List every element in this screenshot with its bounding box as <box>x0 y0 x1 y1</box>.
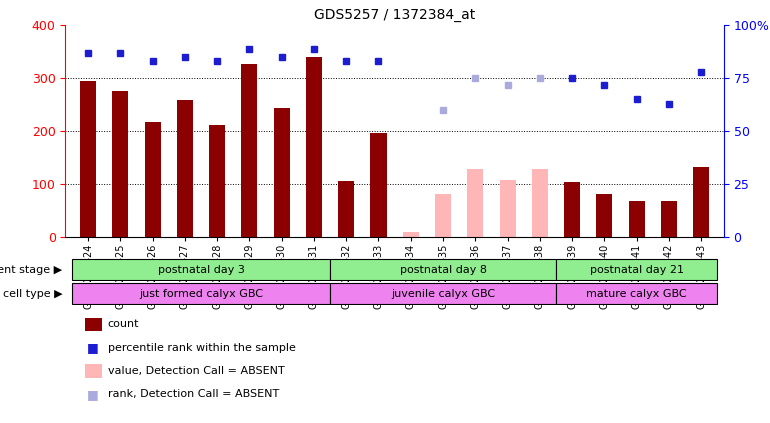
Bar <box>72 283 330 304</box>
Bar <box>532 169 548 237</box>
Bar <box>330 283 556 304</box>
Bar <box>273 108 290 237</box>
Text: mature calyx GBC: mature calyx GBC <box>586 289 687 299</box>
Text: juvenile calyx GBC: juvenile calyx GBC <box>391 289 495 299</box>
Bar <box>500 180 516 237</box>
Text: postnatal day 8: postnatal day 8 <box>400 265 487 275</box>
Text: just formed calyx GBC: just formed calyx GBC <box>139 289 263 299</box>
Bar <box>338 181 354 237</box>
Bar <box>564 182 580 237</box>
Bar <box>370 133 387 237</box>
Text: ■: ■ <box>87 341 99 354</box>
Bar <box>435 194 451 237</box>
Text: rank, Detection Call = ABSENT: rank, Detection Call = ABSENT <box>108 389 279 399</box>
Bar <box>177 101 193 237</box>
Bar <box>112 91 129 237</box>
Bar <box>241 64 257 237</box>
Bar <box>556 259 718 280</box>
Bar <box>693 167 709 237</box>
Bar <box>330 259 556 280</box>
Bar <box>467 169 484 237</box>
Bar <box>80 81 96 237</box>
Text: development stage ▶: development stage ▶ <box>0 265 62 275</box>
Text: postnatal day 3: postnatal day 3 <box>158 265 244 275</box>
Text: count: count <box>108 319 139 330</box>
Title: GDS5257 / 1372384_at: GDS5257 / 1372384_at <box>314 8 475 22</box>
Bar <box>596 194 612 237</box>
Text: cell type ▶: cell type ▶ <box>2 289 62 299</box>
Bar <box>145 122 161 237</box>
Text: ■: ■ <box>87 388 99 401</box>
Bar <box>628 201 644 237</box>
Text: percentile rank within the sample: percentile rank within the sample <box>108 343 296 353</box>
Bar <box>403 232 419 237</box>
Bar <box>209 125 225 237</box>
Text: value, Detection Call = ABSENT: value, Detection Call = ABSENT <box>108 366 285 376</box>
Bar <box>661 201 677 237</box>
Bar <box>556 283 718 304</box>
Bar <box>306 57 322 237</box>
Bar <box>72 259 330 280</box>
Text: postnatal day 21: postnatal day 21 <box>590 265 684 275</box>
